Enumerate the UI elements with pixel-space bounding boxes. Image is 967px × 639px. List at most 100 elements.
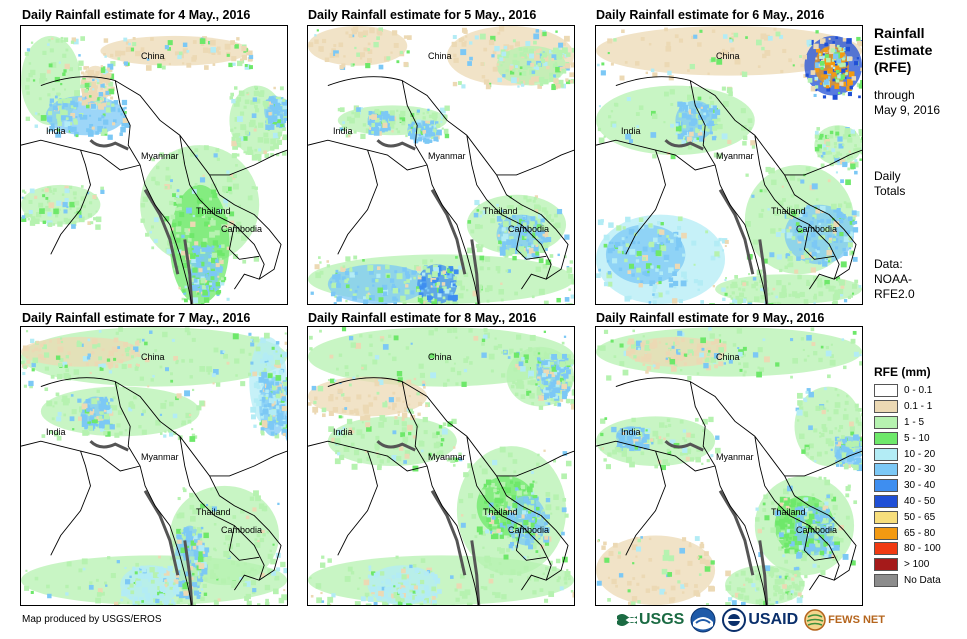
rain-cell	[824, 525, 831, 531]
rain-cell	[846, 394, 849, 398]
rain-cell	[509, 541, 515, 547]
rain-cell	[828, 229, 831, 232]
rain-cell	[782, 554, 786, 558]
rain-cell	[804, 253, 809, 259]
rain-cell	[828, 247, 831, 250]
rain-cell	[129, 583, 134, 588]
rain-cell	[836, 393, 840, 397]
rain-cell	[551, 58, 555, 61]
rain-cell	[839, 54, 844, 59]
rain-cell	[499, 506, 504, 510]
rain-cell	[337, 452, 341, 456]
rain-cell	[218, 510, 224, 516]
rain-cell	[536, 224, 542, 229]
rain-cell	[842, 134, 849, 140]
rain-cell	[607, 281, 613, 287]
rain-cell	[25, 356, 29, 359]
rain-cell	[550, 512, 553, 515]
rain-cell	[515, 65, 518, 68]
rain-cell	[833, 544, 840, 551]
rain-cell	[813, 244, 818, 249]
rain-cell	[839, 81, 844, 86]
rain-cell	[419, 603, 424, 605]
rain-cell	[853, 220, 858, 225]
rain-cell	[261, 505, 268, 512]
country-label-china: China	[141, 51, 165, 61]
rain-cell	[414, 270, 417, 274]
rain-cell	[139, 376, 144, 381]
rain-cell	[810, 455, 814, 460]
rain-cell	[841, 62, 846, 67]
rain-cell	[611, 258, 618, 264]
rain-cell	[824, 54, 829, 59]
rain-cell	[226, 554, 230, 559]
rain-cell	[652, 284, 658, 289]
rain-cell	[182, 48, 188, 54]
rain-cell	[431, 600, 437, 605]
rain-cell	[345, 396, 351, 402]
rain-cell	[498, 562, 502, 565]
rain-cell	[193, 435, 198, 439]
rain-cell	[530, 543, 537, 549]
rain-cell	[500, 351, 504, 354]
rain-cell	[281, 101, 285, 105]
rain-cell	[65, 592, 69, 596]
rain-cell	[858, 84, 862, 89]
rain-cell	[73, 102, 79, 108]
rain-cell	[390, 119, 396, 125]
rain-cell	[551, 393, 556, 397]
rain-cell	[773, 27, 777, 31]
rain-cell	[239, 576, 243, 581]
rain-cell	[335, 367, 339, 371]
rain-cell	[759, 189, 763, 193]
rain-cell	[239, 58, 243, 62]
rain-cell	[773, 567, 779, 573]
rain-cell	[776, 254, 782, 260]
rain-cell	[174, 51, 180, 56]
rain-cell	[606, 272, 613, 279]
rain-cell	[272, 370, 276, 375]
rain-cell	[253, 398, 259, 403]
rain-cell	[192, 303, 198, 304]
rain-cell	[353, 130, 357, 134]
rain-cell	[197, 576, 201, 579]
rain-cell	[283, 381, 287, 387]
rain-cell	[182, 583, 189, 590]
rain-cell	[41, 434, 46, 438]
rain-cell	[150, 579, 155, 584]
rain-cell	[356, 394, 362, 400]
rain-cell	[73, 120, 78, 125]
rain-cell	[189, 375, 193, 379]
rain-cell	[409, 277, 412, 281]
rain-cell	[478, 530, 483, 535]
rain-cell	[496, 215, 503, 222]
rain-cell	[497, 234, 500, 237]
rain-cell	[479, 255, 485, 261]
rain-cell	[268, 112, 272, 116]
rain-cell	[535, 230, 541, 236]
rain-cell	[134, 601, 140, 605]
rain-cell	[379, 127, 384, 132]
rain-cell	[53, 431, 59, 437]
rain-cell	[181, 359, 185, 363]
rain-cell	[235, 543, 240, 547]
rain-cell	[76, 210, 82, 216]
rain-cell	[367, 49, 373, 54]
rain-cell	[176, 359, 179, 363]
rain-cell	[352, 63, 355, 66]
rain-cell	[72, 428, 75, 431]
rain-cell	[232, 253, 238, 260]
rain-cell	[506, 205, 510, 208]
rain-cell	[623, 250, 627, 254]
rain-cell	[234, 44, 239, 49]
rain-cell	[492, 533, 499, 540]
rain-cell	[191, 257, 197, 263]
rain-cell	[771, 179, 777, 186]
rain-cell	[346, 278, 350, 281]
rain-cell	[750, 140, 756, 146]
rain-cell	[204, 280, 208, 283]
rain-cell	[78, 97, 83, 102]
rain-cell	[528, 544, 534, 550]
rain-cell	[167, 47, 171, 51]
rain-cell	[710, 100, 715, 105]
